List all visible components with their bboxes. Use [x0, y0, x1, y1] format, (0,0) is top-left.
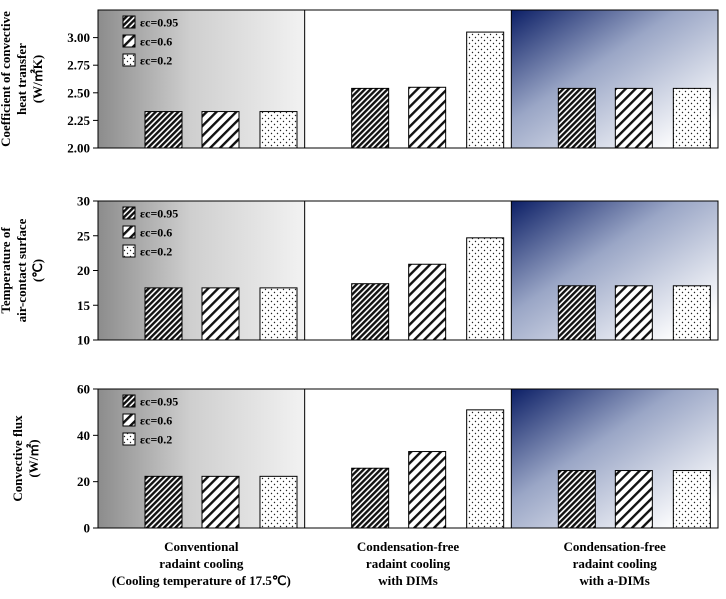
- y-axis-label: (W/㎡K): [30, 55, 45, 103]
- bar-εc=0.95: [144, 287, 183, 341]
- y-axis-label: Convective flux: [10, 415, 25, 502]
- plot-frame: [97, 9, 719, 149]
- category-label: (Cooling temperature of 17.5℃): [112, 573, 291, 588]
- category-label: Condensation-free: [564, 539, 667, 554]
- y-tick-label: 2.75: [67, 58, 90, 73]
- bar-εc=0.6: [201, 475, 240, 529]
- bar-εc=0.6: [614, 87, 653, 149]
- bar-εc=0.95: [557, 87, 596, 149]
- y-tick-label: 20: [77, 263, 90, 278]
- legend-swatch: [122, 225, 136, 239]
- bar-εc=0.95: [144, 475, 183, 529]
- y-tick-label: 25: [77, 228, 91, 243]
- legend-label: εc=0.95: [140, 16, 178, 30]
- y-tick-label: 3.00: [67, 30, 90, 45]
- bar-εc=0.6: [614, 470, 653, 529]
- y-tick-label: 60: [77, 382, 90, 397]
- legend-swatch: [122, 53, 136, 67]
- legend-swatch: [122, 206, 136, 220]
- category-label: radaint cooling: [366, 556, 451, 571]
- bar-εc=0.95: [351, 87, 390, 149]
- y-axis-label: (℃): [30, 259, 45, 282]
- y-tick-label: 30: [77, 194, 90, 209]
- bar-εc=0.2: [466, 31, 505, 149]
- y-axis-label: Coefficient of convective: [0, 11, 13, 147]
- legend-label: εc=0.6: [140, 226, 172, 240]
- legend-label: εc=0.95: [140, 207, 178, 221]
- panel-3: 0 20 40 60 εc=0.95 εc=0.6 εc=0.2 Convective flu…: [10, 382, 719, 536]
- y-tick-label: 40: [77, 428, 90, 443]
- legend-swatch: [122, 413, 136, 427]
- category-label: with a-DIMs: [579, 573, 649, 588]
- bar-εc=0.6: [201, 287, 240, 341]
- legend-swatch: [122, 15, 136, 29]
- legend-label: εc=0.2: [140, 54, 172, 68]
- y-tick-label: 2.00: [67, 141, 90, 156]
- bar-εc=0.6: [408, 263, 447, 341]
- bar-εc=0.95: [144, 111, 183, 149]
- legend-swatch: [122, 244, 136, 258]
- bar-εc=0.95: [557, 285, 596, 341]
- bar-εc=0.2: [259, 111, 298, 149]
- y-axis-label: (W/㎡): [26, 439, 41, 477]
- bar-εc=0.2: [672, 87, 711, 149]
- y-axis-label: heat transfer: [14, 43, 29, 115]
- category-label: radaint cooling: [159, 556, 244, 571]
- panel-1: 2.00 2.25 2.50 2.75 3.00 εc=0.95 εc=0.6 εc=0.2 C…: [0, 9, 719, 156]
- bar-εc=0.95: [351, 467, 390, 529]
- y-tick-label: 15: [77, 298, 91, 313]
- bar-εc=0.6: [408, 451, 447, 529]
- y-tick-label: 0: [84, 521, 91, 536]
- category-label: Conventional: [164, 539, 239, 554]
- bar-εc=0.2: [672, 470, 711, 529]
- bar-εc=0.2: [259, 475, 298, 529]
- bar-εc=0.2: [672, 285, 711, 341]
- legend-swatch: [122, 394, 136, 408]
- bar-εc=0.2: [259, 287, 298, 341]
- legend-label: εc=0.6: [140, 414, 172, 428]
- category-label: Condensation-free: [357, 539, 460, 554]
- bar-εc=0.2: [466, 237, 505, 341]
- bar-εc=0.95: [351, 283, 390, 341]
- y-axis-label: air-contact surface: [14, 218, 29, 322]
- legend-label: εc=0.6: [140, 35, 172, 49]
- y-tick-label: 2.50: [67, 85, 90, 100]
- legend-label: εc=0.2: [140, 433, 172, 447]
- plot-frame: [97, 388, 719, 529]
- panel-2: 10 15 20 25 30 εc=0.95 εc=0.6 εc=0.2 Temperature…: [0, 194, 719, 348]
- legend-label: εc=0.2: [140, 245, 172, 259]
- bar-εc=0.6: [408, 86, 447, 149]
- legend-label: εc=0.95: [140, 395, 178, 409]
- y-tick-label: 2.25: [67, 113, 90, 128]
- bar-εc=0.6: [614, 285, 653, 341]
- bar-εc=0.95: [557, 470, 596, 529]
- bar-εc=0.6: [201, 111, 240, 149]
- bar-εc=0.2: [466, 409, 505, 529]
- category-label: with DIMs: [378, 573, 438, 588]
- category-label: radaint cooling: [573, 556, 658, 571]
- y-tick-label: 10: [77, 333, 90, 348]
- y-axis-label: Temperature of: [0, 227, 13, 314]
- legend-swatch: [122, 432, 136, 446]
- y-tick-label: 20: [77, 474, 90, 489]
- legend-swatch: [122, 34, 136, 48]
